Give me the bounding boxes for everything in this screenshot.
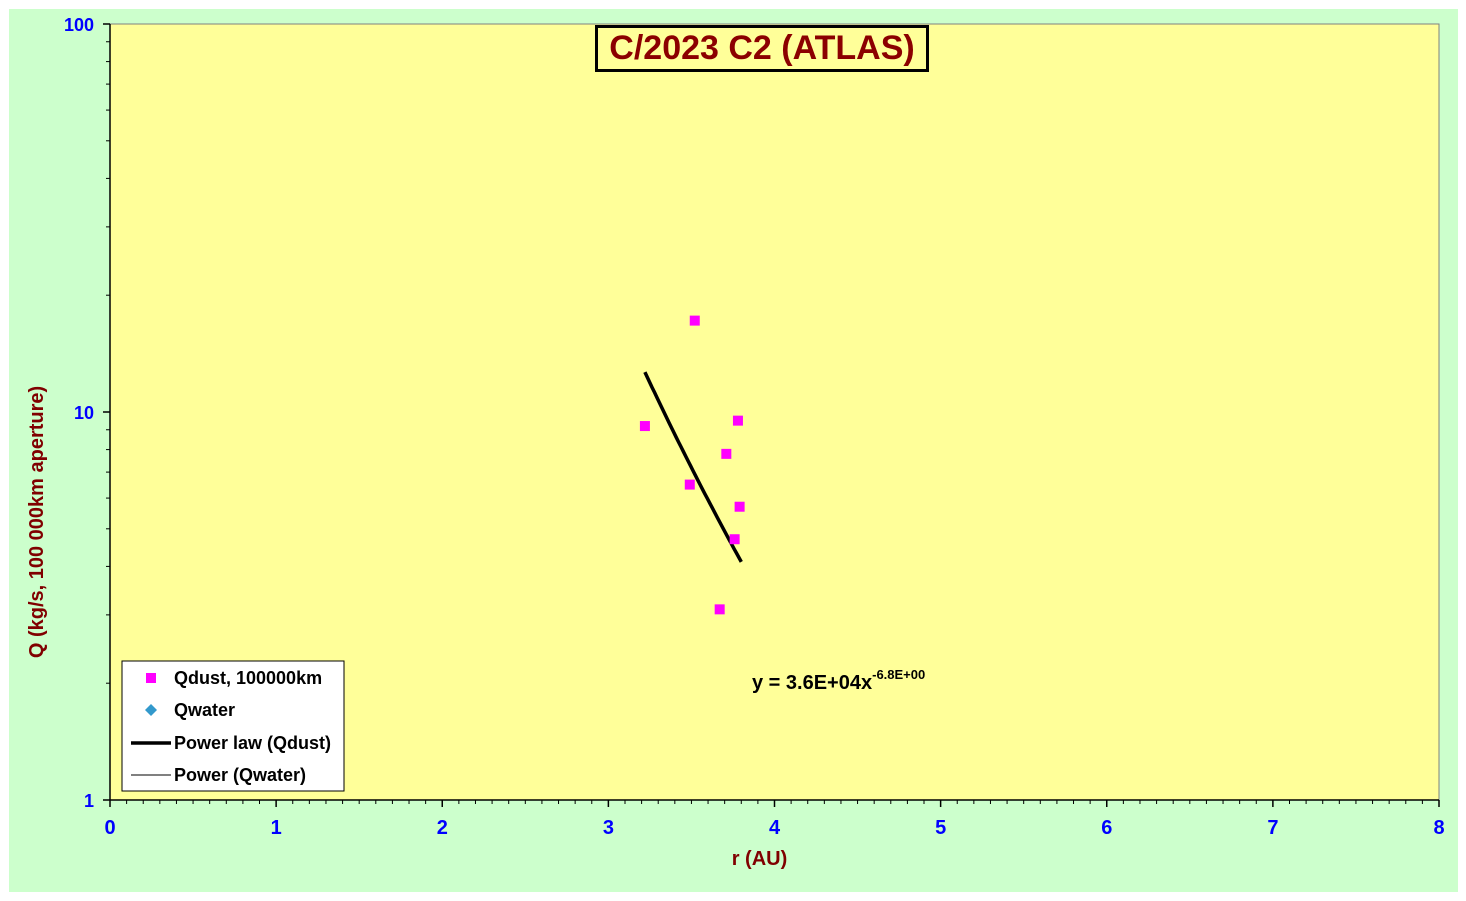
legend-qwater-label: Qwater	[174, 700, 235, 720]
x-tick-label: 6	[1101, 817, 1112, 839]
legend-qdust-marker	[146, 673, 156, 683]
y-tick-label: 10	[74, 403, 94, 423]
legend-qwater-marker	[145, 704, 157, 716]
legend-powerlaw-label: Power law (Qdust)	[174, 733, 331, 753]
x-tick-label: 1	[271, 817, 282, 839]
trendline-equation: y = 3.6E+04x-6.8E+00	[752, 667, 925, 694]
legend-power-label: Power (Qwater)	[174, 765, 306, 785]
y-tick-label: 100	[64, 15, 94, 35]
x-axis-title: r (AU)	[732, 848, 788, 870]
data-point-qdust	[684, 479, 695, 490]
x-tick-label: 7	[1267, 817, 1278, 839]
x-tick-label: 2	[437, 817, 448, 839]
x-tick-label: 8	[1433, 817, 1444, 839]
legend-qdust-label: Qdust, 100000km	[174, 668, 322, 688]
x-tick-label: 5	[935, 817, 946, 839]
trendline-qdust	[643, 371, 743, 563]
y-tick-label: 1	[84, 791, 94, 811]
data-point-qdust	[721, 448, 732, 459]
chart-title: C/2023 C2 (ATLAS)	[595, 25, 929, 72]
data-point-qdust	[689, 315, 700, 326]
data-point-qdust	[639, 421, 650, 432]
x-tick-label: 0	[104, 817, 115, 839]
data-point-qdust	[729, 534, 740, 545]
x-tick-label: 4	[769, 817, 781, 839]
data-point-qdust	[714, 604, 725, 615]
legend-box	[121, 660, 345, 792]
data-point-qdust	[732, 415, 743, 426]
x-tick-label: 3	[603, 817, 614, 839]
y-axis-title: Q (kg/s, 100 000km aperture)	[26, 386, 48, 658]
data-point-qdust	[734, 501, 745, 512]
